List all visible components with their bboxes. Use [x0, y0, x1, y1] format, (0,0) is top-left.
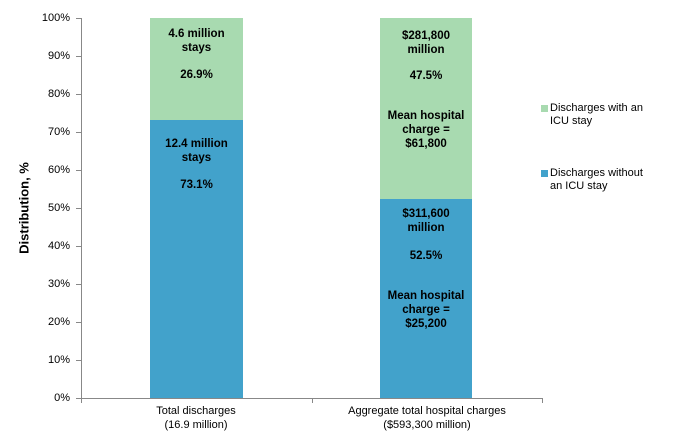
- y-tick-label: 70%: [47, 126, 70, 138]
- y-tick-mark: [76, 18, 81, 19]
- x-axis-tick: [542, 399, 543, 403]
- x-axis-line: [81, 398, 543, 399]
- segment-no-icu-stay: $311,600 million 52.5% Mean hospital cha…: [380, 198, 472, 398]
- segment-icu-stay: $281,800 million 47.5% Mean hospital cha…: [380, 18, 472, 199]
- segment-pct-label: 26.9%: [180, 69, 213, 81]
- segment-value-label: 12.4 million stays: [165, 138, 228, 165]
- legend-label: Discharges with an ICU stay: [550, 102, 643, 127]
- y-tick-mark: [76, 246, 81, 247]
- legend-item-icu-stay: Discharges with an ICU stay: [541, 102, 686, 128]
- y-tick-mark: [76, 56, 81, 57]
- segment-mean-charge-label: Mean hospital charge = $25,200: [387, 289, 465, 330]
- y-tick-label: 90%: [47, 50, 70, 62]
- y-tick-label: 0%: [54, 392, 70, 404]
- segment-pct-label: 52.5%: [409, 249, 443, 262]
- legend-swatch-icu-green: [541, 105, 548, 112]
- y-axis-line: [81, 18, 82, 399]
- y-tick-mark: [76, 94, 81, 95]
- segment-icu-stay: 4.6 million stays 26.9%: [150, 18, 243, 121]
- y-tick-mark: [76, 322, 81, 323]
- segment-value-label: $311,600 million: [402, 207, 450, 234]
- y-tick-mark: [76, 360, 81, 361]
- segment-pct-label: 73.1%: [180, 179, 213, 192]
- y-tick-label: 60%: [47, 164, 70, 176]
- y-tick-mark: [76, 170, 81, 171]
- legend-item-no-icu-stay: Discharges without an ICU stay: [541, 167, 686, 193]
- y-tick-label: 20%: [47, 316, 70, 328]
- y-tick-label: 40%: [47, 240, 70, 252]
- segment-pct-label: 47.5%: [409, 70, 443, 82]
- segment-no-icu-stay: 12.4 million stays 73.1%: [150, 120, 243, 398]
- y-tick-label: 80%: [47, 88, 70, 100]
- y-tick-label: 50%: [47, 202, 70, 214]
- y-tick-label: 30%: [47, 278, 70, 290]
- y-tick-mark: [76, 398, 81, 399]
- y-tick-label: 100%: [41, 12, 70, 24]
- x-axis-tick: [81, 399, 82, 403]
- segment-value-label: 4.6 million stays: [168, 28, 225, 54]
- segment-mean-charge-label: Mean hospital charge = $61,800: [387, 110, 465, 150]
- x-category-label-aggregate-charges: Aggregate total hospital charges ($593,3…: [348, 405, 506, 431]
- legend-label: Discharges without an ICU stay: [550, 167, 643, 192]
- y-tick-label: 10%: [47, 354, 70, 366]
- y-tick-mark: [76, 208, 81, 209]
- segment-value-label: $281,800 million: [402, 30, 450, 56]
- y-tick-mark: [76, 132, 81, 133]
- legend-swatch-no-icu-blue: [541, 170, 548, 177]
- x-category-label-total-discharges: Total discharges (16.9 million): [156, 405, 236, 431]
- x-axis-tick: [312, 399, 313, 403]
- y-tick-mark: [76, 284, 81, 285]
- bar-aggregate-charges: $281,800 million 47.5% Mean hospital cha…: [380, 18, 472, 398]
- bar-total-discharges: 4.6 million stays 26.9% 12.4 million sta…: [150, 18, 243, 398]
